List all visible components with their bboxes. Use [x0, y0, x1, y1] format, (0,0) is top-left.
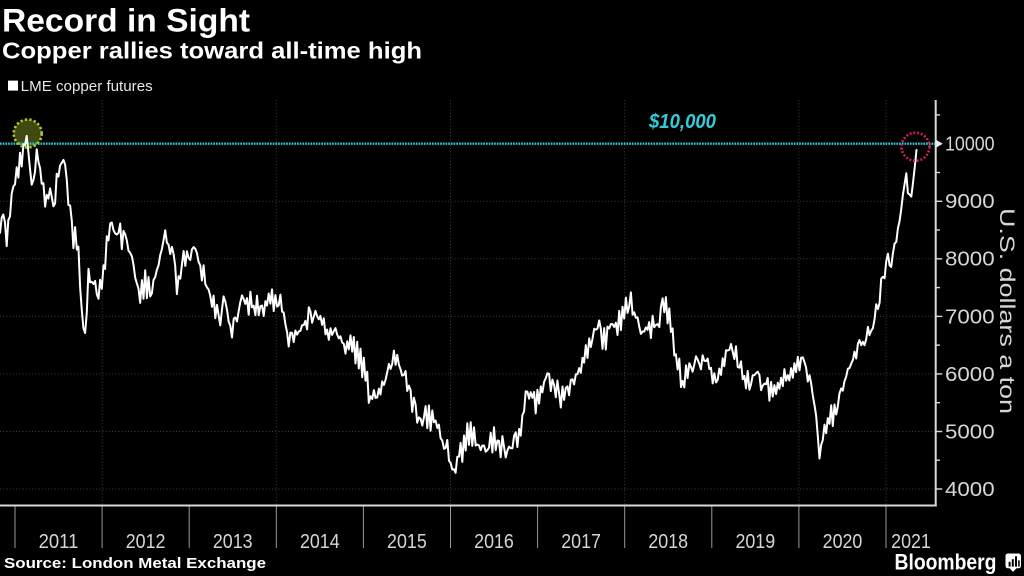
- svg-text:5000: 5000: [945, 421, 995, 443]
- svg-text:Record in Sight: Record in Sight: [2, 3, 250, 39]
- svg-text:2015: 2015: [387, 531, 427, 553]
- svg-text:$10,000: $10,000: [648, 110, 716, 133]
- svg-text:8000: 8000: [945, 249, 995, 271]
- svg-text:2014: 2014: [300, 531, 340, 553]
- svg-text:2011: 2011: [39, 531, 79, 553]
- svg-text:7000: 7000: [945, 306, 995, 328]
- svg-text:2017: 2017: [561, 531, 601, 553]
- svg-text:2021: 2021: [891, 531, 931, 553]
- svg-text:Bloomberg: Bloomberg: [895, 550, 997, 575]
- svg-text:Copper rallies toward all-time: Copper rallies toward all-time high: [2, 38, 422, 64]
- svg-text:4000: 4000: [945, 479, 995, 501]
- svg-text:U.S. dollars a ton: U.S. dollars a ton: [995, 208, 1018, 414]
- svg-text:2019: 2019: [735, 531, 775, 553]
- svg-text:2013: 2013: [213, 531, 253, 553]
- svg-text:LME copper futures: LME copper futures: [21, 78, 153, 95]
- svg-text:2016: 2016: [474, 531, 514, 553]
- svg-text:6000: 6000: [945, 364, 995, 386]
- svg-text:Source: London Metal Exchange: Source: London Metal Exchange: [4, 556, 266, 572]
- svg-text:2012: 2012: [126, 531, 166, 553]
- svg-text:10000: 10000: [945, 134, 995, 156]
- svg-text:2018: 2018: [648, 531, 688, 553]
- svg-text:9000: 9000: [945, 191, 995, 213]
- svg-text:2020: 2020: [823, 531, 863, 553]
